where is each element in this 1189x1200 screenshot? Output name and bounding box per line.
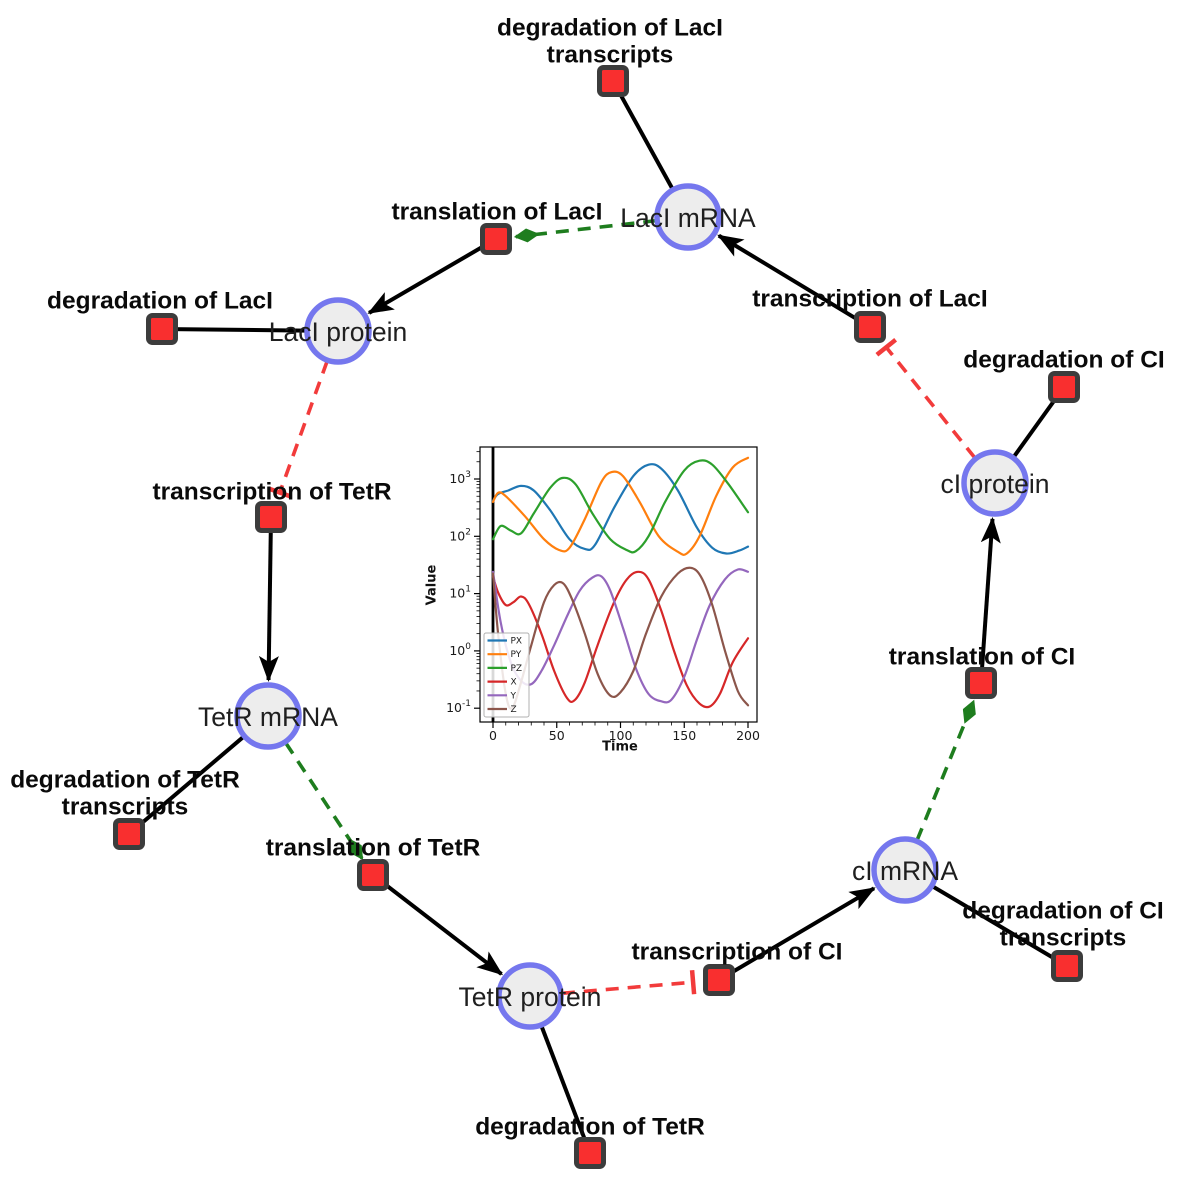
reaction-node-tl_laci[interactable] (480, 223, 512, 255)
reaction-label-tl_ci: translation of CI (889, 644, 1075, 671)
reaction-label-deg_tetr: degradation of TetR (475, 1114, 705, 1141)
edge-arrow-tx_laci-laci_mrna (717, 233, 861, 323)
chart-series-PY (491, 456, 750, 556)
reaction-node-deg_tetr[interactable] (574, 1137, 606, 1169)
edge-inhibition-ci_protein-tx_laci (875, 338, 977, 460)
reaction-label-deg_ci_tx-line1: degradation of CI (962, 898, 1163, 925)
chart-y-tick-1e2: 102 (449, 527, 471, 543)
chart-series-X (491, 570, 750, 709)
reaction-label-deg_laci_tx-line2: transcripts (547, 42, 674, 69)
reaction-label-tx_tetr: transcription of TetR (152, 479, 391, 506)
chart-legend-label-Z: Z (511, 705, 517, 715)
edge-inhibition-laci_protein-tx_tetr (267, 360, 329, 499)
timecourse-chart: 0 50 100 150 200 103 102 101 100 10-1 PX PY PZ XYZ (446, 446, 760, 743)
species-label-ci_mrna: cI mRNA (852, 856, 958, 886)
species-node-laci_mrna[interactable] (654, 183, 722, 251)
chart-y-tick-1e3: 103 (449, 470, 471, 486)
chart-legend-label-Y: Y (510, 691, 517, 701)
chart-legend-label-PY: PY (511, 650, 522, 660)
edge-plain-laci_protein-deg_laci (171, 327, 307, 333)
edge-activation-ci_mrna-tl_ci (915, 699, 976, 842)
edge-activation-laci_mrna-tl_laci (513, 218, 657, 243)
chart-series-PZ (491, 459, 750, 554)
reaction-label-tx_ci: transcription of CI (632, 939, 843, 966)
reaction-node-deg_ci[interactable] (1048, 371, 1080, 403)
reaction-label-tx_laci: transcription of LacI (752, 286, 988, 313)
reaction-label-tl_tetr: translation of TetR (266, 835, 481, 862)
reaction-label-tl_laci: translation of LacI (391, 199, 602, 226)
chart-x-tick-50: 50 (549, 728, 565, 743)
reaction-label-deg_ci: degradation of CI (963, 347, 1164, 374)
edge-plain-laci_mrna-deg_laci_tx (616, 88, 675, 190)
chart-x-tick-0: 0 (489, 728, 497, 743)
chart-series-PX (491, 463, 750, 555)
reaction-node-tx_laci[interactable] (854, 311, 886, 343)
edge-plain-ci_mrna-deg_ci_tx (931, 884, 1060, 963)
species-node-tetr_protein[interactable] (496, 962, 564, 1030)
species-label-tetr_mrna: TetR mRNA (198, 702, 338, 732)
reaction-label-deg_laci: degradation of LacI (47, 288, 273, 315)
reaction-label-deg_tetr_tx-line2: transcripts (62, 794, 189, 821)
species-label-tetr_protein: TetR protein (459, 982, 602, 1012)
edge-arrow-tl_laci-laci_protein (367, 243, 487, 315)
species-node-tetr_mrna[interactable] (234, 682, 302, 750)
chart-y-axis-label: Value (424, 564, 440, 606)
chart-x-tick-200: 200 (736, 728, 760, 743)
species-node-laci_protein[interactable] (304, 297, 372, 365)
chart-legend: PX PY PZ XYZ (483, 632, 530, 718)
reaction-label-deg_laci_tx-line1: degradation of LacI (497, 15, 723, 42)
chart-x-tick-100: 100 (609, 728, 633, 743)
species-label-ci_protein: cI protein (940, 469, 1049, 499)
chart-legend-label-X: X (511, 678, 517, 688)
chart-x-tick-150: 150 (672, 728, 696, 743)
species-label-laci_protein: LacI protein (269, 317, 407, 347)
reaction-node-tl_ci[interactable] (965, 667, 997, 699)
edge-plain-ci_protein-deg_ci (1012, 393, 1060, 459)
reaction-node-tl_tetr[interactable] (357, 859, 389, 891)
chart-legend-label-PX: PX (511, 637, 523, 647)
chart-y-tick-1e1: 101 (449, 585, 471, 601)
reaction-label-deg_tetr_tx-line1: degradation of TetR (10, 767, 240, 794)
edge-plain-tetr_mrna-deg_tetr_tx (135, 735, 245, 830)
species-node-ci_mrna[interactable] (871, 836, 939, 904)
reaction-node-deg_laci_tx[interactable] (597, 65, 629, 97)
edge-arrow-tl_ci-ci_protein (979, 516, 1001, 672)
edge-activation-tetr_mrna-tl_tetr (284, 741, 364, 860)
reaction-node-deg_tetr_tx[interactable] (113, 818, 145, 850)
reaction-node-tx_ci[interactable] (703, 964, 735, 996)
reaction-node-tx_tetr[interactable] (255, 501, 287, 533)
chart-x-axis-label: Time (602, 739, 638, 755)
chart-legend-label-PZ: PZ (511, 664, 523, 674)
edge-arrow-tx_ci-ci_mrna (728, 886, 876, 976)
edge-plain-tetr_protein-deg_tetr (539, 1025, 589, 1145)
reaction-node-deg_laci[interactable] (146, 313, 178, 345)
reaction-label-deg_ci_tx-line2: transcripts (1000, 925, 1127, 952)
chart-y-tick-1e-1: 10-1 (446, 699, 471, 715)
chart-y-tick-1e0: 100 (449, 642, 471, 658)
species-node-ci_protein[interactable] (961, 449, 1029, 517)
reaction-node-deg_ci_tx[interactable] (1051, 950, 1083, 982)
edge-arrow-tx_tetr-tetr_mrna (258, 528, 279, 683)
species-label-laci_mrna: LacI mRNA (620, 203, 756, 233)
edge-arrow-tl_tetr-tetr_protein (381, 880, 504, 976)
